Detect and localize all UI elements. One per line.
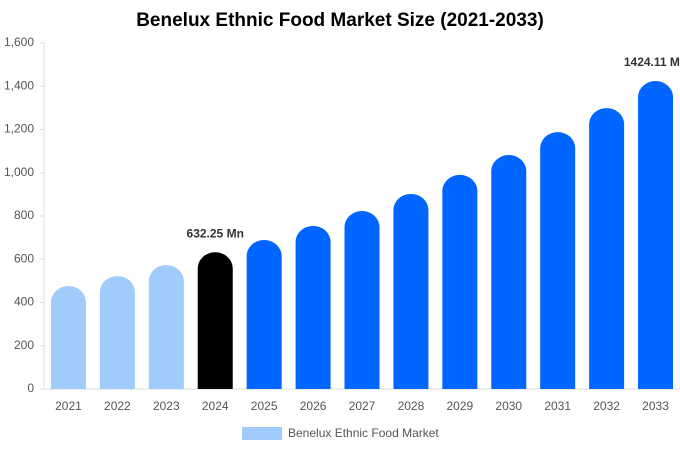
y-tick-label: 600 <box>14 251 34 265</box>
x-tick-label: 2026 <box>300 399 327 413</box>
x-tick-label: 2029 <box>446 399 473 413</box>
legend-swatch <box>242 427 282 440</box>
x-tick-label: 2030 <box>495 399 522 413</box>
x-tick-label: 2031 <box>544 399 571 413</box>
chart-title: Benelux Ethnic Food Market Size (2021-20… <box>136 10 544 31</box>
x-tick-label: 2027 <box>349 399 376 413</box>
x-tick-label: 2033 <box>642 399 669 413</box>
x-tick-label: 2032 <box>593 399 620 413</box>
bar <box>540 132 576 389</box>
x-tick-label: 2023 <box>153 399 180 413</box>
bar <box>295 225 331 389</box>
y-tick-label: 1,000 <box>4 165 34 179</box>
y-tick-label: 0 <box>27 381 34 395</box>
legend-label: Benelux Ethnic Food Market <box>288 426 439 440</box>
bar <box>491 155 527 389</box>
bar <box>638 81 674 390</box>
y-tick-label: 1,400 <box>4 78 34 92</box>
data-label: 632.25 Mn <box>187 226 244 240</box>
y-tick-label: 1,600 <box>4 35 34 49</box>
y-tick-label: 1,200 <box>4 122 34 136</box>
bar <box>393 193 429 389</box>
y-tick-label: 200 <box>14 338 34 352</box>
x-tick-label: 2025 <box>251 399 278 413</box>
bar <box>246 240 282 389</box>
bar <box>148 265 184 389</box>
bar <box>442 174 478 389</box>
data-label: 1424.11 Mn <box>624 55 680 69</box>
x-tick-label: 2024 <box>202 399 229 413</box>
bar <box>99 276 135 389</box>
x-tick-label: 2021 <box>55 399 82 413</box>
bar <box>589 108 625 389</box>
bar <box>197 252 233 389</box>
x-tick-label: 2022 <box>104 399 131 413</box>
bar <box>50 286 86 389</box>
y-tick-label: 400 <box>14 295 34 309</box>
y-tick-label: 800 <box>14 208 34 222</box>
x-tick-label: 2028 <box>398 399 425 413</box>
bar <box>344 211 380 389</box>
